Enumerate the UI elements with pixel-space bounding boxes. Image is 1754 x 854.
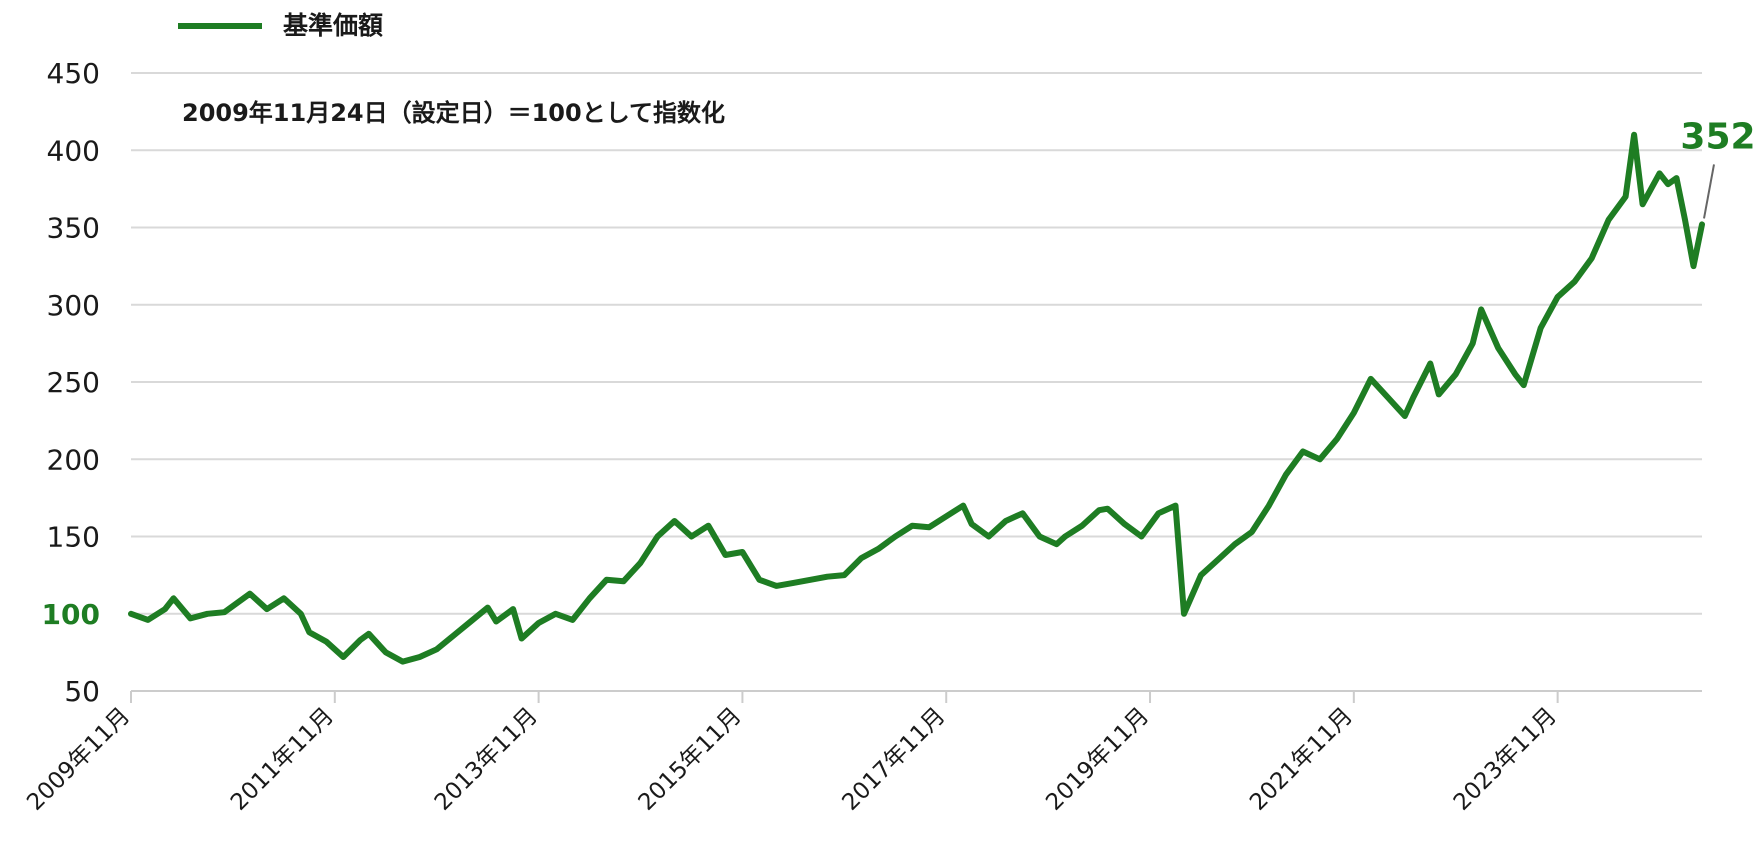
x-tick-label-2017-11: 2017年11月	[837, 703, 950, 816]
end-value-label: 352	[1680, 116, 1754, 157]
y-tick-label-400: 400	[47, 134, 100, 167]
end-value-leader	[1703, 164, 1715, 219]
y-tick-label-450: 450	[47, 57, 100, 90]
x-axis: 2009年11月 2011年11月 2013年11月 2015年11月 2017年11月…	[22, 690, 1702, 816]
series-layer	[128, 131, 1705, 665]
x-tick-label-2011-11: 2011年11月	[226, 703, 339, 816]
y-tick-label-100: 100	[42, 598, 100, 631]
legend-label: 基準価額	[283, 11, 383, 40]
x-tick-label-2021-11: 2021年11月	[1245, 703, 1358, 816]
x-tick-label-2019-11: 2019年11月	[1041, 703, 1154, 816]
index-note: 2009年11月24日（設定日）＝100として指数化	[182, 99, 725, 127]
y-tick-label-200: 200	[47, 443, 100, 476]
x-tick-label-2013-11: 2013年11月	[430, 703, 543, 816]
y-tick-label-250: 250	[47, 366, 100, 399]
y-tick-label-300: 300	[47, 289, 100, 322]
series-line-0	[128, 131, 1705, 665]
x-tick-label-2015-11: 2015年11月	[634, 703, 747, 816]
legend: 基準価額	[178, 11, 383, 40]
y-tick-label-150: 150	[47, 521, 100, 554]
y-axis-ticks: 50 100 150 200 250 300 350 400 450	[42, 57, 100, 708]
gridlines	[131, 72, 1702, 692]
y-tick-label-50: 50	[64, 675, 100, 708]
x-tick-label-2009-11: 2009年11月	[22, 703, 135, 816]
x-tick-label-2023-11: 2023年11月	[1449, 703, 1562, 816]
y-tick-label-350: 350	[47, 212, 100, 245]
